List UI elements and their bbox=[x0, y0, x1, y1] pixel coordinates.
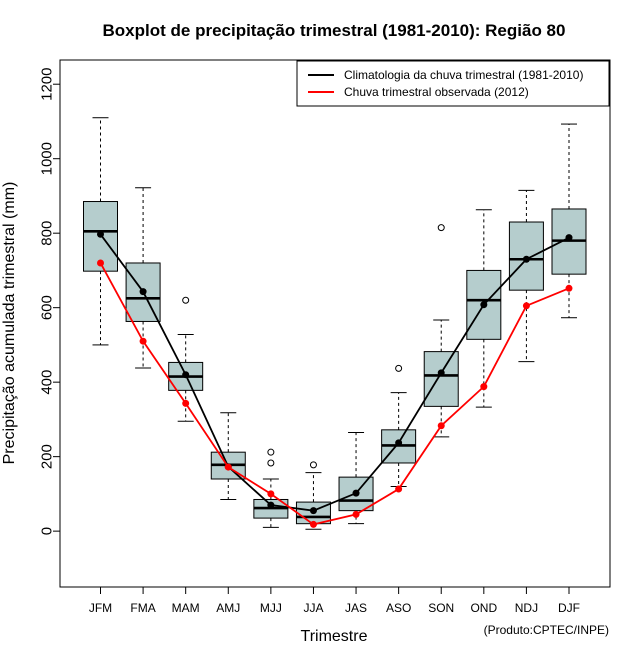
point-observed-2012-SON bbox=[437, 422, 445, 430]
iqr-box-SON bbox=[423, 351, 459, 407]
x-tick-label-ASO: ASO bbox=[386, 601, 411, 615]
y-tick-label-1000: 1000 bbox=[39, 142, 56, 175]
series-line-observed-2012 bbox=[99, 262, 570, 526]
box-DJF bbox=[551, 123, 587, 319]
point-observed-2012-AMJ bbox=[224, 463, 232, 471]
y-axis: 0 200 400 600 800 1000 1200 bbox=[39, 68, 60, 535]
x-tick-label-MJJ: MJJ bbox=[260, 601, 282, 615]
point-climatology-JAS bbox=[352, 489, 360, 497]
box-MJJ bbox=[253, 448, 289, 528]
point-climatology-SON bbox=[437, 369, 445, 377]
x-tick-label-JFM: JFM bbox=[89, 601, 112, 615]
y-tick-label-0: 0 bbox=[39, 527, 56, 535]
point-climatology-JFM bbox=[97, 230, 104, 238]
x-tick-label-MAM: MAM bbox=[172, 601, 200, 615]
x-tick-label-SON: SON bbox=[428, 601, 454, 615]
y-tick-label-200: 200 bbox=[39, 444, 56, 469]
point-observed-2012-MAM bbox=[182, 399, 190, 407]
point-observed-2012-DJF bbox=[565, 284, 573, 292]
point-climatology-FMA bbox=[139, 288, 147, 296]
box-SON bbox=[423, 224, 459, 438]
legend-label-observed: Chuva trimestral observada (2012) bbox=[344, 85, 529, 99]
point-observed-2012-MJJ bbox=[267, 490, 275, 498]
x-tick-label-JAS: JAS bbox=[345, 601, 367, 615]
point-climatology-NDJ bbox=[522, 255, 530, 263]
outlier-ASO-0 bbox=[395, 364, 403, 372]
point-climatology-ASO bbox=[395, 439, 403, 447]
plot-frame bbox=[59, 59, 611, 588]
x-tick-label-NDJ: NDJ bbox=[515, 601, 538, 615]
outlier-MJJ-0 bbox=[267, 459, 275, 467]
point-climatology-MAM bbox=[182, 371, 190, 379]
point-observed-2012-JFM bbox=[97, 259, 104, 267]
outlier-JJA-0 bbox=[309, 461, 317, 469]
point-observed-2012-OND bbox=[480, 383, 488, 391]
point-observed-2012-JAS bbox=[352, 510, 360, 518]
box-NDJ bbox=[508, 189, 544, 363]
chart-title: Boxplot de precipitação trimestral (1981… bbox=[103, 21, 566, 40]
x-tick-label-AMJ: AMJ bbox=[216, 601, 240, 615]
legend: Climatologia da chuva trimestral (1981-2… bbox=[296, 60, 610, 107]
box-AMJ bbox=[210, 412, 246, 500]
point-climatology-MJJ bbox=[267, 501, 275, 509]
outlier-MAM-0 bbox=[182, 296, 190, 304]
point-climatology-OND bbox=[480, 301, 488, 309]
x-tick-label-OND: OND bbox=[470, 601, 497, 615]
x-tick-label-FMA: FMA bbox=[130, 601, 155, 615]
series-group bbox=[97, 230, 573, 528]
x-tick-label-DJF: DJF bbox=[558, 601, 580, 615]
point-observed-2012-JJA bbox=[309, 520, 317, 528]
y-tick-label-600: 600 bbox=[39, 295, 56, 320]
x-axis-label: Trimestre bbox=[301, 628, 368, 645]
plot-area bbox=[59, 59, 611, 588]
series-line-climatology bbox=[99, 233, 570, 512]
outlier-SON-0 bbox=[437, 224, 445, 232]
series-observed-2012 bbox=[97, 259, 573, 528]
outlier-MJJ-1 bbox=[267, 448, 275, 456]
point-observed-2012-FMA bbox=[139, 337, 147, 345]
y-tick-label-1200: 1200 bbox=[39, 68, 56, 101]
box-ASO bbox=[381, 364, 417, 487]
box-JJA bbox=[295, 461, 331, 530]
legend-box bbox=[296, 60, 610, 107]
y-axis-label: Precipitação acumulada trimestral (mm) bbox=[1, 182, 18, 465]
point-observed-2012-NDJ bbox=[522, 302, 530, 310]
x-tick-label-JJA: JJA bbox=[303, 601, 323, 615]
legend-label-climatology: Climatologia da chuva trimestral (1981-2… bbox=[344, 68, 583, 82]
credit-text: (Produto:CPTEC/INPE) bbox=[484, 623, 609, 637]
box-OND bbox=[466, 209, 502, 408]
x-axis: JFM FMA MAM AMJ MJJ JJA JAS ASO SON OND NDJ DJF bbox=[89, 587, 580, 615]
y-tick-label-400: 400 bbox=[39, 370, 56, 395]
point-climatology-DJF bbox=[565, 234, 573, 242]
point-observed-2012-ASO bbox=[395, 485, 403, 493]
point-climatology-JJA bbox=[309, 507, 317, 515]
y-tick-label-800: 800 bbox=[39, 221, 56, 246]
